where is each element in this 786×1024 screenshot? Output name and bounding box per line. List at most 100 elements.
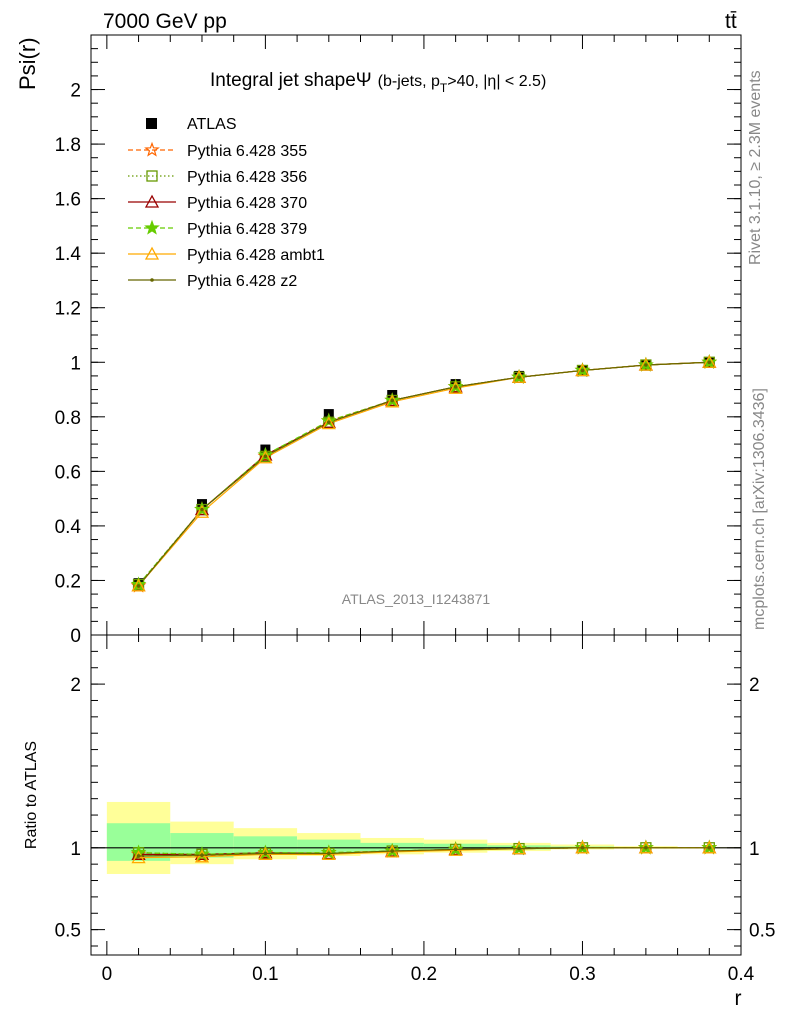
legend-marker-2 [144,194,160,208]
legend-marker-atlas [146,118,157,129]
ratio-series-5-point [390,849,395,853]
legend-item-atlas: ATLAS [146,116,237,133]
lower-series-lines [130,839,718,864]
x-tick-label: 0 [102,964,113,985]
ratio-series-5-point [580,845,585,850]
series-4-point [702,354,717,368]
legend-label-3: Pythia 6.428 379 [187,221,307,238]
mcplots-label: mcplots.cern.ch [arXiv:1306.3436] [751,388,768,630]
x-tick-label: 0.3 [569,964,595,985]
x-tick-label: 0.1 [252,964,278,985]
series-5-point [390,398,395,403]
upper-y-tick-label: 1.6 [55,190,81,211]
legend-item-0: Pythia 6.428 355 [128,141,307,160]
upper-y-tick-label: 0 [70,626,81,647]
legend-item-1: Pythia 6.428 356 [128,169,307,186]
chart-title: Integral jet shapeΨ (b-jets, pT>40, |η| <… [210,70,546,95]
upper-panel: 0 0.2 0.4 0.6 0.8 1 1.2 1.4 1.6 1.8 2 [55,34,742,647]
ratio-series-4-point [194,849,210,863]
ratio-series-5-point [644,845,648,850]
title-detail-b: >40, |η| < 2.5) [447,73,546,90]
series-5-point [517,375,521,380]
upper-series-lines [138,361,710,587]
series-4-point [638,357,653,371]
ratio-series-5-point [263,851,268,856]
series-4-point [575,363,590,377]
series-5-point [136,584,141,588]
series-5-point [707,360,712,365]
upper-y-tick-label: 1.8 [55,135,81,156]
lower-tick-labels: 0.5 0.5 1 1 2 2 0 0.1 0.2 0.3 0.4 [55,675,776,985]
ratio-series-4-point [131,850,146,864]
series-4-point [448,380,463,394]
series-4-point [321,416,336,430]
xlabel-r: r [735,987,742,1010]
process-label: tt̄ [725,10,737,33]
lower-y-tick-label: 1 [70,839,81,860]
title-main: Integral jet shape [210,70,356,91]
series-5-point [453,385,458,389]
lower-ticks [91,634,742,955]
legend-label-4: Pythia 6.428 ambt1 [187,247,325,264]
upper-y-tick-label: 0.2 [55,571,81,592]
ratio-series-5-point [707,845,712,850]
legend-label-1: Pythia 6.428 356 [187,169,307,186]
lower-y-tick-label-right: 2 [749,675,760,696]
upper-series-line-4 [138,361,710,587]
series-5-point [327,420,331,425]
ratio-series-line-5 [138,847,710,857]
lower-panel: 0.5 0.5 1 1 2 2 0 0.1 0.2 0.3 0.4 [55,634,776,985]
legend-marker-4 [144,246,160,260]
lower-y-tick-label-right: 0.5 [749,921,775,942]
upper-y-tick-label: 0.4 [55,517,82,538]
upper-y-tick-label: 1.4 [55,244,82,265]
upper-tick-labels: 0 0.2 0.4 0.6 0.8 1 1.2 1.4 1.6 1.8 2 [55,81,82,647]
lower-y-tick-label: 0.5 [55,921,81,942]
upper-ticks [91,34,742,636]
upper-data-points [130,354,718,593]
series-4-point [511,369,527,383]
series-4-point [258,450,273,464]
legend-marker-1 [146,170,158,182]
ratio-series-5-point [517,846,521,851]
legend-label-5: Pythia 6.428 z2 [187,273,297,290]
lower-frame [90,634,742,956]
upper-series-line-0 [138,361,710,587]
upper-series-line-2 [138,361,710,587]
ratio-series-5-point [136,854,141,858]
ratio-uncertainty-bands [106,801,741,874]
rivet-label: Rivet 3.1.10, ≥ 2.3M events [747,70,764,265]
legend-marker-3 [144,219,160,235]
x-tick-label: 0.2 [411,964,437,985]
series-4-point [194,504,210,518]
energy-label: 7000 GeV pp [103,10,227,33]
series-4-point [131,578,146,592]
legend-label-atlas: ATLAS [187,116,237,133]
ratio-series-5-point [327,851,331,856]
upper-y-tick-label: 0.6 [55,462,81,483]
legend-item-2: Pythia 6.428 370 [128,194,307,212]
lower-y-tick-label-right: 1 [749,839,760,860]
legend-label-0: Pythia 6.428 355 [187,143,307,160]
series-5-point [200,507,204,512]
lower-y-tick-label: 2 [70,675,81,696]
legend-item-3: Pythia 6.428 379 [128,219,307,238]
title-psi: Ψ [356,70,372,91]
legend-label-2: Pythia 6.428 370 [187,195,307,212]
analysis-label: ATLAS_2013_I1243871 [342,591,491,607]
legend-marker-0 [144,141,160,157]
title-detail-sub: T [440,81,448,95]
title-detail-a: (b-jets, p [378,73,440,90]
upper-y-tick-label: 2 [70,81,81,102]
ylabel-psi: Psi(r) [15,37,40,90]
series-5-point [580,368,585,373]
ylabel-ratio: Ratio to ATLAS [23,741,40,849]
upper-y-tick-label: 1 [70,353,81,374]
upper-series-line-5 [138,361,710,587]
series-5-point [263,454,268,459]
series-4-point [385,394,400,408]
upper-y-tick-label: 0.8 [55,408,81,429]
legend-item-4: Pythia 6.428 ambt1 [128,246,325,264]
legend-marker-5 [150,278,154,282]
